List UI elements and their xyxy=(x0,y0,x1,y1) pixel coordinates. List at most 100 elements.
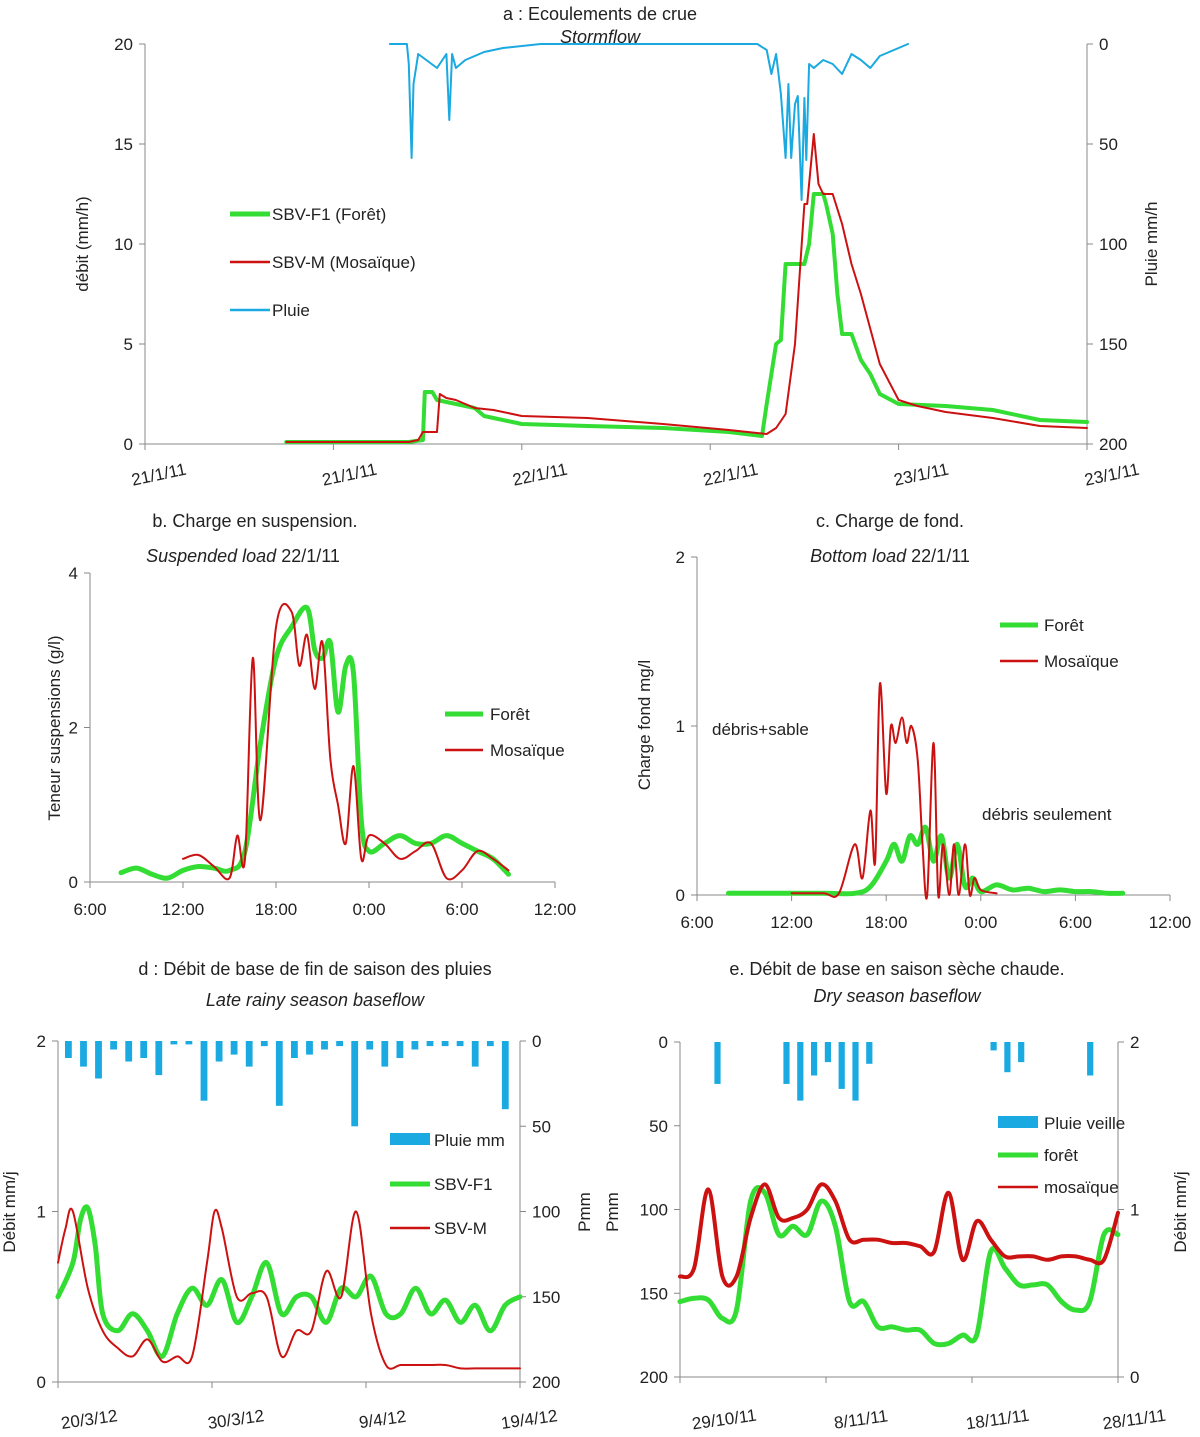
rain-bar xyxy=(366,1041,374,1050)
y-tick-label: 0 xyxy=(676,886,685,905)
legend-label: Pluie veille xyxy=(1044,1114,1125,1133)
x-tick-label: 20/3/12 xyxy=(60,1406,119,1433)
y-tick-label: 4 xyxy=(69,564,78,583)
y2-tick-label: 50 xyxy=(532,1117,551,1136)
y2-tick-label: 200 xyxy=(1099,435,1127,454)
subtitle-italic: Suspended load xyxy=(146,546,277,566)
series-line-green xyxy=(55,1204,523,1359)
legend-label: Mosaïque xyxy=(490,741,565,760)
rain-bar xyxy=(381,1041,389,1067)
x-tick-label: 12:00 xyxy=(534,900,577,919)
legend: Pluie veille forêt mosaïque xyxy=(998,1114,1125,1197)
legend-label: Pluie mm xyxy=(434,1131,505,1150)
x-tick-label: 23/1/11 xyxy=(892,460,950,490)
x-tick-label: 22/1/11 xyxy=(702,460,760,490)
legend-swatch xyxy=(390,1133,430,1145)
chart-subtitle: Late rainy season baseflow xyxy=(206,990,425,1010)
legend-label: Pluie xyxy=(272,301,310,320)
rain-bar xyxy=(838,1042,845,1089)
legend-label: SBV-M xyxy=(434,1219,487,1238)
rain-bar xyxy=(471,1041,479,1067)
y-tick-label: 150 xyxy=(640,1284,668,1303)
y-tick-label: 50 xyxy=(649,1117,668,1136)
chart-c: c. Charge de fond.Bottom load 22/1/11012… xyxy=(635,511,1191,932)
legend: Forêt Mosaïque xyxy=(1000,616,1119,671)
y-tick-label: 0 xyxy=(659,1033,668,1052)
rain-bar xyxy=(336,1041,343,1047)
chart-title: c. Charge de fond. xyxy=(816,511,964,531)
rain-bar xyxy=(260,1041,268,1047)
rain-bar xyxy=(170,1041,178,1045)
series-line-red xyxy=(285,133,1088,443)
rain-bar xyxy=(200,1041,208,1101)
chart-a: a : Ecoulements de crue Stormflow 0 5 10 15 20… xyxy=(73,4,1161,490)
rain-bar xyxy=(215,1041,223,1062)
x-tick-label: 0:00 xyxy=(352,900,385,919)
x-tick-label: 18:00 xyxy=(865,913,908,932)
x-tick-label: 22/1/11 xyxy=(511,460,569,490)
y2-tick-label: 150 xyxy=(532,1288,560,1307)
chart-subtitle: Bottom load 22/1/11 xyxy=(810,546,970,566)
rain-bar xyxy=(396,1041,404,1058)
y-tick-label: 20 xyxy=(114,35,133,54)
subtitle-italic: Bottom load xyxy=(810,546,907,566)
y-tick-label: 0 xyxy=(37,1373,46,1392)
y2-axis-label: Débit mm/j xyxy=(1171,1171,1190,1252)
y-axis-label: Pmm xyxy=(603,1192,622,1232)
rain-bar xyxy=(110,1041,117,1050)
chart-title: a : Ecoulements de crue xyxy=(503,4,697,24)
series-line-blue xyxy=(388,43,909,201)
y2-tick-label: 0 xyxy=(1130,1368,1139,1387)
rain-bar xyxy=(230,1041,238,1055)
legend-label: SBV-M (Mosaïque) xyxy=(272,253,416,272)
rain-bar xyxy=(866,1042,873,1064)
x-tick-label: 21/1/11 xyxy=(320,460,378,490)
x-tick-label: 6:00 xyxy=(1059,913,1092,932)
y-axis-label: Charge fond mg/l xyxy=(635,660,654,790)
y-axis-label: Débit mm/j xyxy=(0,1171,19,1252)
x-tick-label: 30/3/12 xyxy=(206,1406,265,1433)
legend: Forêt Mosaïque xyxy=(445,705,565,760)
series-line-red xyxy=(182,602,510,881)
subtitle-date: 22/1/11 xyxy=(906,546,970,566)
legend-label: mosaïque xyxy=(1044,1178,1119,1197)
x-tick-label: 28/11/11 xyxy=(1101,1406,1167,1434)
y-tick-label: 2 xyxy=(676,548,685,567)
series-line-red xyxy=(678,1182,1120,1288)
rain-bar xyxy=(125,1041,133,1062)
rain-bar xyxy=(351,1041,359,1127)
y2-tick-label: 1 xyxy=(1130,1201,1139,1220)
y2-tick-label: 150 xyxy=(1099,335,1127,354)
y-tick-label: 1 xyxy=(676,717,685,736)
rain-bar xyxy=(426,1041,434,1047)
series-line-green xyxy=(118,604,511,881)
legend: SBV-F1 (Forêt) SBV-M (Mosaïque) Pluie xyxy=(230,205,416,320)
x-tick-label: 29/10/11 xyxy=(691,1406,758,1434)
series-line-green xyxy=(677,1185,1121,1348)
y-tick-label: 2 xyxy=(69,719,78,738)
rain-bar xyxy=(1004,1042,1011,1073)
chart-subtitle: Suspended load 22/1/11 xyxy=(146,546,340,566)
rain-bar xyxy=(486,1041,494,1047)
annotation: débris+sable xyxy=(712,720,809,739)
rain-bar xyxy=(797,1042,804,1101)
rain-bar xyxy=(140,1041,148,1058)
rain-bar xyxy=(80,1041,87,1067)
x-tick-label: 12:00 xyxy=(770,913,813,932)
rain-bar xyxy=(441,1041,449,1047)
legend: Pluie mm SBV-F1 SBV-M xyxy=(390,1131,505,1238)
y2-axis-label: Pmm xyxy=(575,1192,594,1232)
rain-bar xyxy=(95,1041,102,1079)
chart-b: b. Charge en suspension. Suspended load 2… xyxy=(45,511,576,919)
y-tick-label: 10 xyxy=(114,235,133,254)
chart-subtitle: Dry season baseflow xyxy=(813,986,981,1006)
rain-bar xyxy=(1087,1042,1094,1076)
y-tick-label: 15 xyxy=(114,135,133,154)
chart-title: d : Débit de base de fin de saison des p… xyxy=(138,959,491,979)
legend-label: Mosaïque xyxy=(1044,652,1119,671)
rain-bar xyxy=(411,1041,419,1050)
rain-bar xyxy=(852,1042,859,1101)
y2-tick-label: 0 xyxy=(1099,35,1108,54)
y2-tick-label: 100 xyxy=(1099,235,1127,254)
